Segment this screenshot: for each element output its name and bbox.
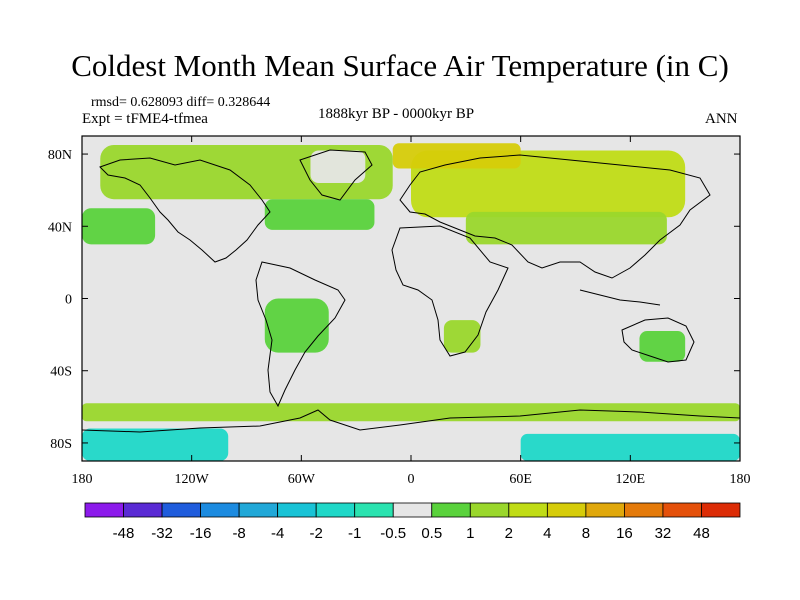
y-axis: 80N 40N 0 40S 80S — [48, 148, 740, 452]
colorbar-swatch — [701, 502, 741, 518]
coastline-africa — [391, 225, 509, 357]
region-siberia-warm-core — [392, 143, 521, 169]
x-tick-label: 120E — [616, 472, 646, 487]
colorbar-swatch — [161, 502, 201, 518]
colorbar-label: -16 — [190, 525, 212, 542]
colorbar-swatch — [84, 502, 124, 518]
region-australia — [639, 331, 686, 362]
coastline-south-america — [255, 261, 346, 408]
y-tick-label: 0 — [65, 293, 72, 308]
y-tick-label: 80N — [48, 148, 72, 163]
x-tick-label: 60W — [288, 472, 316, 487]
colorbar-swatch — [431, 502, 471, 518]
stats-text: rmsd= 0.628093 diff= 0.328644 — [91, 95, 271, 110]
region-southern-africa — [443, 320, 481, 353]
colorbar-swatch — [624, 502, 664, 518]
region-south-america — [264, 298, 329, 353]
x-tick-label: 120W — [175, 472, 210, 487]
coastline-north-america — [99, 157, 271, 263]
coastline-antarctica — [82, 409, 740, 433]
colorbar-swatch — [277, 502, 317, 518]
colorbar-label: 8 — [582, 525, 590, 542]
colorbar-label: -2 — [310, 525, 323, 542]
colorbar-swatch — [123, 502, 163, 518]
colorbar-label: 48 — [693, 525, 710, 542]
region-greenland-cool — [310, 150, 366, 183]
anomaly-regions — [82, 143, 740, 461]
colorbar-label: -4 — [271, 525, 284, 542]
coastline-indonesia — [579, 289, 661, 306]
coastline-eurasia — [399, 154, 711, 279]
colorbar-label: 1 — [466, 525, 474, 542]
x-tick-label: 60E — [509, 472, 532, 487]
colorbar-label: -1 — [348, 525, 361, 542]
y-tick-label: 80S — [50, 437, 72, 452]
region-north-pacific — [82, 208, 156, 245]
region-antarctica-east — [520, 433, 740, 461]
coastline-australia — [621, 317, 695, 363]
colorbar-swatch — [315, 502, 356, 518]
colorbar-label: 16 — [616, 525, 633, 542]
x-tick-label: 180 — [730, 472, 751, 487]
region-antarctica-west — [82, 428, 229, 461]
colorbar-swatch — [585, 502, 625, 518]
region-eurasia-central — [465, 211, 667, 245]
colorbar-swatch — [508, 502, 548, 518]
x-tick-label: 180 — [72, 472, 93, 487]
region-weddell-sea — [301, 424, 375, 443]
period-text: 1888kyr BP - 0000kyr BP — [318, 106, 475, 122]
colorbar-label: -0.5 — [380, 525, 406, 542]
y-tick-label: 40S — [50, 365, 72, 380]
experiment-text: Expt = tFME4-tfmea — [82, 111, 208, 127]
map-area — [82, 136, 740, 461]
colorbar-swatch — [469, 502, 510, 518]
x-axis: 180 120W 60W 0 60E 120E 180 — [72, 136, 751, 487]
colorbar-label: -8 — [232, 525, 245, 542]
colorbar-label: 4 — [543, 525, 551, 542]
colorbar-label: 0.5 — [421, 525, 442, 542]
chart-title: Coldest Month Mean Surface Air Temperatu… — [71, 48, 729, 83]
region-north-atlantic-warm — [264, 199, 375, 230]
colorbar-swatch — [392, 502, 433, 518]
colorbar-swatch — [546, 502, 587, 518]
colorbar-swatch — [662, 502, 702, 518]
coastlines — [82, 149, 740, 433]
colorbar-label: -48 — [113, 525, 135, 542]
x-tick-label: 0 — [408, 472, 415, 487]
region-southern-ocean-ring — [82, 403, 740, 422]
colorbar-label: 2 — [505, 525, 513, 542]
season-text: ANN — [705, 111, 738, 127]
y-tick-label: 40N — [48, 220, 72, 235]
colorbar: -48 -32 -16 -8 -4 -2 -1 -0.5 0.5 1 2 4 8 16 32 48 — [84, 502, 741, 542]
colorbar-swatch — [200, 502, 240, 518]
colorbar-swatch — [354, 502, 394, 518]
colorbar-label: 32 — [655, 525, 672, 542]
coastline-greenland — [299, 149, 373, 201]
colorbar-swatch — [238, 502, 279, 518]
colorbar-label: -32 — [151, 525, 173, 542]
